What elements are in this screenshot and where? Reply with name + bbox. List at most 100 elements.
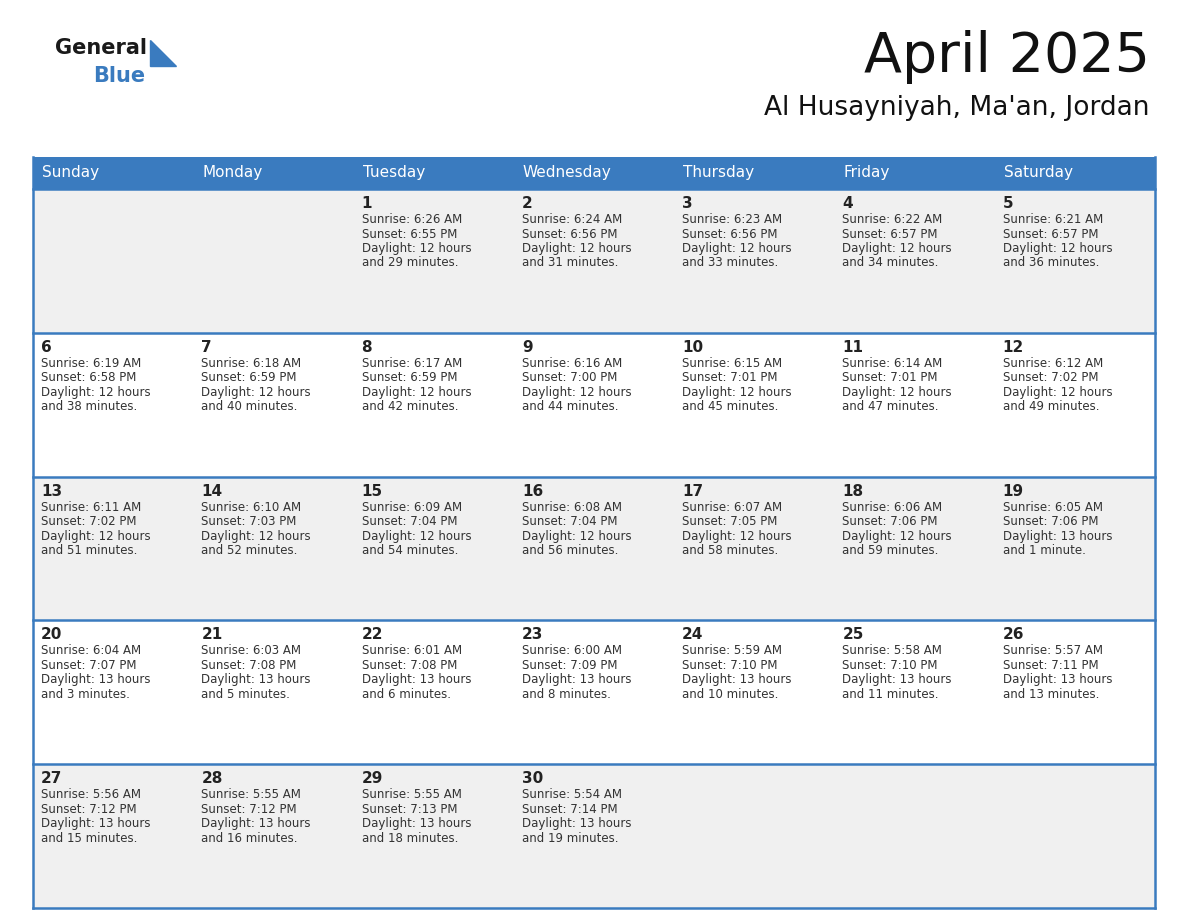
Text: and 49 minutes.: and 49 minutes. [1003, 400, 1099, 413]
Text: Daylight: 12 hours: Daylight: 12 hours [522, 386, 632, 398]
Text: Daylight: 12 hours: Daylight: 12 hours [1003, 386, 1112, 398]
Text: Daylight: 13 hours: Daylight: 13 hours [682, 674, 791, 687]
Bar [33, 333, 1155, 476]
Text: Daylight: 12 hours: Daylight: 12 hours [842, 530, 952, 543]
Text: Sunset: 7:02 PM: Sunset: 7:02 PM [1003, 371, 1098, 385]
Bar [33, 476, 1155, 621]
Text: Daylight: 12 hours: Daylight: 12 hours [522, 242, 632, 255]
Text: and 29 minutes.: and 29 minutes. [361, 256, 459, 270]
Text: and 3 minutes.: and 3 minutes. [42, 688, 129, 701]
Text: and 34 minutes.: and 34 minutes. [842, 256, 939, 270]
Text: Daylight: 13 hours: Daylight: 13 hours [522, 817, 631, 830]
Text: Sunset: 7:05 PM: Sunset: 7:05 PM [682, 515, 777, 528]
Text: Sunset: 7:11 PM: Sunset: 7:11 PM [1003, 659, 1099, 672]
Text: Sunrise: 6:23 AM: Sunrise: 6:23 AM [682, 213, 782, 226]
Text: Daylight: 13 hours: Daylight: 13 hours [522, 674, 631, 687]
Text: Sunrise: 5:54 AM: Sunrise: 5:54 AM [522, 789, 621, 801]
Text: Daylight: 12 hours: Daylight: 12 hours [682, 386, 791, 398]
Text: and 33 minutes.: and 33 minutes. [682, 256, 778, 270]
Text: Daylight: 12 hours: Daylight: 12 hours [361, 530, 472, 543]
Text: Sunset: 7:03 PM: Sunset: 7:03 PM [201, 515, 297, 528]
Text: Sunset: 6:57 PM: Sunset: 6:57 PM [842, 228, 939, 241]
Text: Tuesday: Tuesday [362, 165, 425, 181]
Text: April 2025: April 2025 [864, 30, 1150, 84]
Text: Sunday: Sunday [42, 165, 99, 181]
Text: Daylight: 12 hours: Daylight: 12 hours [842, 242, 952, 255]
Text: Sunrise: 6:09 AM: Sunrise: 6:09 AM [361, 500, 462, 513]
Text: 14: 14 [201, 484, 222, 498]
Text: Sunrise: 6:22 AM: Sunrise: 6:22 AM [842, 213, 943, 226]
Text: Sunrise: 6:26 AM: Sunrise: 6:26 AM [361, 213, 462, 226]
Text: and 1 minute.: and 1 minute. [1003, 544, 1086, 557]
Text: Sunrise: 6:14 AM: Sunrise: 6:14 AM [842, 357, 943, 370]
Text: Sunrise: 6:17 AM: Sunrise: 6:17 AM [361, 357, 462, 370]
Text: Saturday: Saturday [1004, 165, 1073, 181]
Text: Sunrise: 6:21 AM: Sunrise: 6:21 AM [1003, 213, 1102, 226]
Text: 7: 7 [201, 340, 211, 354]
Text: Daylight: 13 hours: Daylight: 13 hours [361, 674, 472, 687]
Text: Daylight: 13 hours: Daylight: 13 hours [842, 674, 952, 687]
Text: Daylight: 12 hours: Daylight: 12 hours [682, 242, 791, 255]
Text: 6: 6 [42, 340, 52, 354]
Text: 23: 23 [522, 627, 543, 643]
Text: Sunset: 7:04 PM: Sunset: 7:04 PM [522, 515, 618, 528]
Text: Sunset: 7:10 PM: Sunset: 7:10 PM [842, 659, 939, 672]
Text: 17: 17 [682, 484, 703, 498]
Text: Sunrise: 5:56 AM: Sunrise: 5:56 AM [42, 789, 141, 801]
Text: Sunrise: 6:19 AM: Sunrise: 6:19 AM [42, 357, 141, 370]
Text: and 36 minutes.: and 36 minutes. [1003, 256, 1099, 270]
Text: Daylight: 13 hours: Daylight: 13 hours [42, 674, 151, 687]
Text: 20: 20 [42, 627, 63, 643]
Text: and 18 minutes.: and 18 minutes. [361, 832, 457, 845]
Text: and 19 minutes.: and 19 minutes. [522, 832, 619, 845]
Text: Sunset: 7:09 PM: Sunset: 7:09 PM [522, 659, 618, 672]
Text: 26: 26 [1003, 627, 1024, 643]
Text: Sunset: 6:59 PM: Sunset: 6:59 PM [361, 371, 457, 385]
Text: Sunset: 7:12 PM: Sunset: 7:12 PM [201, 802, 297, 816]
Text: Sunrise: 5:55 AM: Sunrise: 5:55 AM [201, 789, 302, 801]
Text: Daylight: 12 hours: Daylight: 12 hours [201, 530, 311, 543]
Text: Sunset: 7:07 PM: Sunset: 7:07 PM [42, 659, 137, 672]
Text: and 54 minutes.: and 54 minutes. [361, 544, 457, 557]
Text: Sunrise: 6:07 AM: Sunrise: 6:07 AM [682, 500, 782, 513]
Text: Sunrise: 6:24 AM: Sunrise: 6:24 AM [522, 213, 623, 226]
Text: 12: 12 [1003, 340, 1024, 354]
Text: Sunset: 7:00 PM: Sunset: 7:00 PM [522, 371, 618, 385]
Text: Sunrise: 6:18 AM: Sunrise: 6:18 AM [201, 357, 302, 370]
Bar [33, 621, 1155, 764]
Text: Sunrise: 6:03 AM: Sunrise: 6:03 AM [201, 644, 302, 657]
Text: Daylight: 13 hours: Daylight: 13 hours [1003, 674, 1112, 687]
Text: Daylight: 12 hours: Daylight: 12 hours [42, 530, 151, 543]
Text: Daylight: 13 hours: Daylight: 13 hours [42, 817, 151, 830]
Text: Sunrise: 6:00 AM: Sunrise: 6:00 AM [522, 644, 621, 657]
Text: 21: 21 [201, 627, 222, 643]
Text: and 42 minutes.: and 42 minutes. [361, 400, 459, 413]
Text: Sunset: 7:02 PM: Sunset: 7:02 PM [42, 515, 137, 528]
Text: Daylight: 12 hours: Daylight: 12 hours [361, 242, 472, 255]
Text: and 40 minutes.: and 40 minutes. [201, 400, 298, 413]
Text: Daylight: 12 hours: Daylight: 12 hours [682, 530, 791, 543]
Text: and 8 minutes.: and 8 minutes. [522, 688, 611, 701]
Text: Blue: Blue [93, 66, 145, 86]
Text: Friday: Friday [843, 165, 890, 181]
Text: and 44 minutes.: and 44 minutes. [522, 400, 619, 413]
Text: Sunset: 6:56 PM: Sunset: 6:56 PM [522, 228, 618, 241]
Text: Sunrise: 6:04 AM: Sunrise: 6:04 AM [42, 644, 141, 657]
Text: Sunrise: 6:11 AM: Sunrise: 6:11 AM [42, 500, 141, 513]
Text: Daylight: 13 hours: Daylight: 13 hours [201, 817, 311, 830]
Text: Sunset: 7:08 PM: Sunset: 7:08 PM [361, 659, 457, 672]
Text: Monday: Monday [202, 165, 263, 181]
Text: Sunset: 7:10 PM: Sunset: 7:10 PM [682, 659, 778, 672]
Text: Sunrise: 6:01 AM: Sunrise: 6:01 AM [361, 644, 462, 657]
Text: 28: 28 [201, 771, 222, 786]
Text: and 16 minutes.: and 16 minutes. [201, 832, 298, 845]
Text: Al Husayniyah, Ma'an, Jordan: Al Husayniyah, Ma'an, Jordan [765, 95, 1150, 121]
Text: and 47 minutes.: and 47 minutes. [842, 400, 939, 413]
Text: Daylight: 12 hours: Daylight: 12 hours [42, 386, 151, 398]
Text: Sunset: 7:06 PM: Sunset: 7:06 PM [1003, 515, 1098, 528]
Text: Sunrise: 6:08 AM: Sunrise: 6:08 AM [522, 500, 621, 513]
Text: and 51 minutes.: and 51 minutes. [42, 544, 138, 557]
Text: General: General [55, 38, 147, 58]
Text: Daylight: 13 hours: Daylight: 13 hours [201, 674, 311, 687]
Text: Daylight: 13 hours: Daylight: 13 hours [1003, 530, 1112, 543]
